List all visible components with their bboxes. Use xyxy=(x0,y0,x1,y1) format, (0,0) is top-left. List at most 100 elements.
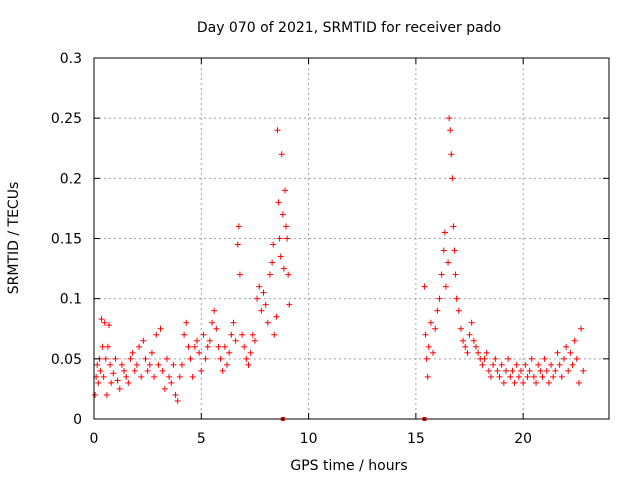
data-point xyxy=(479,361,486,368)
data-point xyxy=(262,301,269,308)
data-point xyxy=(475,349,482,356)
y-tick-label: 0 xyxy=(73,412,82,428)
data-point xyxy=(189,373,196,380)
data-point xyxy=(224,361,231,368)
data-point xyxy=(247,349,254,356)
data-point xyxy=(460,337,467,344)
data-point xyxy=(129,349,136,356)
data-point xyxy=(191,343,198,350)
data-point xyxy=(183,319,190,326)
data-point xyxy=(243,355,250,362)
data-point xyxy=(422,331,429,338)
data-point xyxy=(442,283,449,290)
data-point xyxy=(481,355,488,362)
data-point xyxy=(575,379,582,386)
x-tick-label: 10 xyxy=(300,431,318,447)
data-point xyxy=(266,271,273,278)
data-point xyxy=(530,373,537,380)
data-point xyxy=(446,115,453,122)
data-point xyxy=(535,361,542,368)
data-point xyxy=(159,367,166,374)
y-tick-label: 0.1 xyxy=(60,292,82,308)
grid xyxy=(94,58,609,419)
data-point xyxy=(558,373,565,380)
data-point xyxy=(94,361,101,368)
data-point xyxy=(236,271,243,278)
data-point xyxy=(213,325,220,332)
data-point xyxy=(490,361,497,368)
data-point xyxy=(264,319,271,326)
data-point xyxy=(505,355,512,362)
x-axis-ticks: 0 5 10 15 20 xyxy=(90,58,532,447)
data-point xyxy=(539,373,546,380)
data-point xyxy=(421,283,428,290)
data-point xyxy=(114,377,121,384)
data-point xyxy=(133,361,140,368)
data-point xyxy=(498,361,505,368)
data-point xyxy=(151,373,158,380)
data-point xyxy=(518,367,525,374)
data-point xyxy=(494,367,501,374)
data-point xyxy=(457,325,464,332)
data-point xyxy=(528,355,535,362)
data-point xyxy=(466,331,473,338)
data-point xyxy=(198,367,205,374)
data-point xyxy=(464,349,471,356)
data-point xyxy=(425,343,432,350)
data-point xyxy=(121,367,128,374)
data-point xyxy=(107,361,114,368)
data-point xyxy=(470,337,477,344)
data-point xyxy=(103,391,110,398)
data-point xyxy=(522,361,529,368)
data-point xyxy=(163,355,170,362)
data-point xyxy=(155,361,162,368)
data-point xyxy=(217,355,224,362)
data-point xyxy=(270,241,277,248)
data-point xyxy=(286,301,293,308)
x-tick-label: 15 xyxy=(407,431,425,447)
data-point xyxy=(569,361,576,368)
data-point xyxy=(278,151,285,158)
data-point xyxy=(537,367,544,374)
data-point xyxy=(226,349,233,356)
data-point xyxy=(92,391,99,398)
data-point xyxy=(161,385,168,392)
chart-title: Day 070 of 2021, SRMTID for receiver pad… xyxy=(197,20,501,36)
data-point xyxy=(251,337,258,344)
data-point xyxy=(492,355,499,362)
data-point xyxy=(219,367,226,374)
data-point xyxy=(254,295,261,302)
data-point xyxy=(209,319,216,326)
data-point xyxy=(578,325,585,332)
data-point xyxy=(427,319,434,326)
data-point xyxy=(509,367,516,374)
data-point xyxy=(241,343,248,350)
data-point xyxy=(256,283,263,290)
data-point xyxy=(200,331,207,338)
data-point xyxy=(116,385,123,392)
y-tick-label: 0.3 xyxy=(60,51,82,67)
data-point xyxy=(136,343,143,350)
data-point xyxy=(567,349,574,356)
data-point xyxy=(483,349,490,356)
data-point xyxy=(131,367,138,374)
data-point xyxy=(552,367,559,374)
data-point xyxy=(140,337,147,344)
data-point xyxy=(204,343,211,350)
data-point xyxy=(524,373,531,380)
data-point xyxy=(565,367,572,374)
data-point xyxy=(279,211,286,218)
data-point xyxy=(285,271,292,278)
data-point xyxy=(447,127,454,134)
data-point xyxy=(496,373,503,380)
data-point xyxy=(515,373,522,380)
data-point xyxy=(104,343,111,350)
data-point xyxy=(95,379,102,386)
data-point xyxy=(277,253,284,260)
data-point xyxy=(172,391,179,398)
data-point xyxy=(118,361,125,368)
data-point xyxy=(275,199,282,206)
data-point xyxy=(556,361,563,368)
data-point xyxy=(211,307,218,314)
